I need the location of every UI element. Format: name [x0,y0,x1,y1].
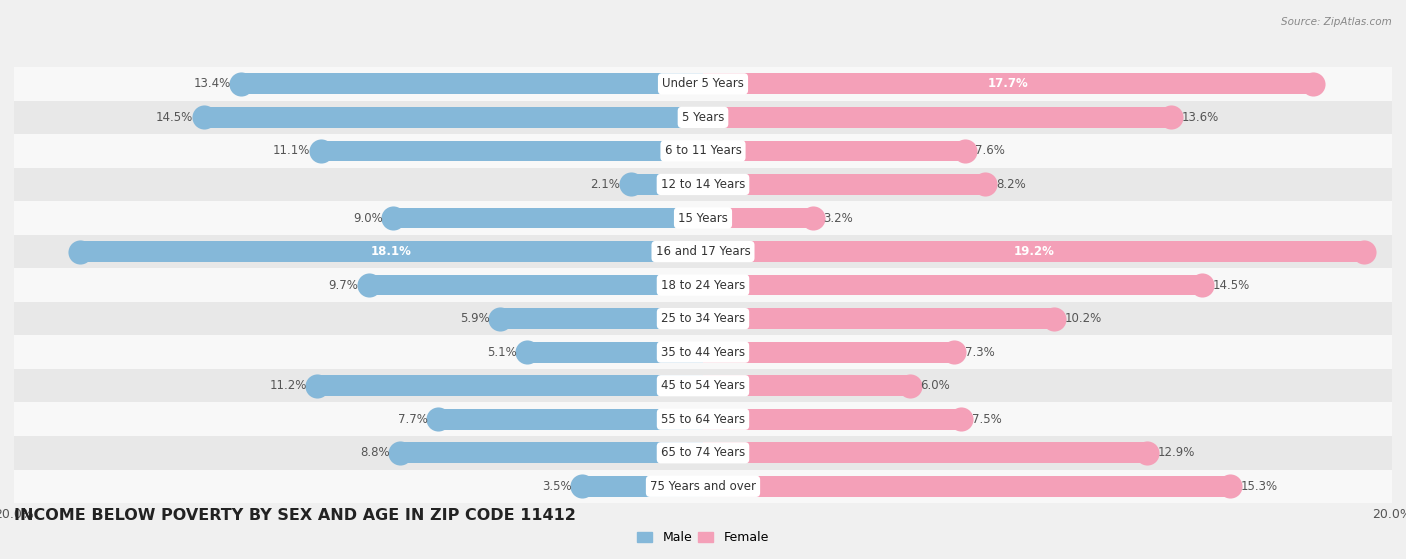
Bar [392,207,703,229]
Bar [703,140,965,162]
Bar [14,402,1392,436]
Text: 19.2%: 19.2% [1014,245,1054,258]
Text: 14.5%: 14.5% [1213,278,1250,292]
Text: 25 to 34 Years: 25 to 34 Years [661,312,745,325]
Bar [14,335,1392,369]
Bar [80,241,703,262]
Bar [399,442,703,463]
Bar [14,436,1392,470]
Bar [14,67,1392,101]
Text: 10.2%: 10.2% [1064,312,1102,325]
Text: 75 Years and over: 75 Years and over [650,480,756,493]
Text: 5.9%: 5.9% [460,312,489,325]
Bar [703,73,1313,94]
Text: 11.1%: 11.1% [273,144,311,158]
Text: 45 to 54 Years: 45 to 54 Years [661,379,745,392]
Text: 6.0%: 6.0% [920,379,950,392]
Text: 18 to 24 Years: 18 to 24 Years [661,278,745,292]
Bar [703,274,1202,296]
Text: 2.1%: 2.1% [591,178,620,191]
Bar [527,342,703,363]
Legend: Male, Female: Male, Female [633,526,773,549]
Text: 13.6%: 13.6% [1182,111,1219,124]
Bar [204,107,703,128]
Bar [14,268,1392,302]
Bar [703,207,813,229]
Text: 8.8%: 8.8% [360,446,389,459]
Bar [703,107,1171,128]
Text: 8.2%: 8.2% [995,178,1025,191]
Text: 7.7%: 7.7% [398,413,427,426]
Text: 3.5%: 3.5% [543,480,572,493]
Bar [14,201,1392,235]
Text: 5 Years: 5 Years [682,111,724,124]
Bar [499,308,703,329]
Text: 17.7%: 17.7% [987,77,1028,91]
Bar [437,409,703,430]
Bar [703,375,910,396]
Text: 7.5%: 7.5% [972,413,1001,426]
Text: Under 5 Years: Under 5 Years [662,77,744,91]
Bar [703,476,1230,497]
Bar [318,375,703,396]
Bar [703,342,955,363]
Text: 9.7%: 9.7% [329,278,359,292]
Text: 11.2%: 11.2% [270,379,307,392]
Bar [14,302,1392,335]
Text: 12.9%: 12.9% [1157,446,1195,459]
Text: 15 Years: 15 Years [678,211,728,225]
Text: 12 to 14 Years: 12 to 14 Years [661,178,745,191]
Bar [14,470,1392,503]
Text: 13.4%: 13.4% [194,77,231,91]
Text: 35 to 44 Years: 35 to 44 Years [661,345,745,359]
Bar [368,274,703,296]
Bar [14,134,1392,168]
Text: Source: ZipAtlas.com: Source: ZipAtlas.com [1281,17,1392,27]
Text: 16 and 17 Years: 16 and 17 Years [655,245,751,258]
Text: 55 to 64 Years: 55 to 64 Years [661,413,745,426]
Text: INCOME BELOW POVERTY BY SEX AND AGE IN ZIP CODE 11412: INCOME BELOW POVERTY BY SEX AND AGE IN Z… [14,508,576,523]
Bar [703,308,1054,329]
Text: 14.5%: 14.5% [156,111,193,124]
Text: 9.0%: 9.0% [353,211,382,225]
Bar [703,174,986,195]
Bar [703,241,1364,262]
Bar [242,73,703,94]
Bar [14,101,1392,134]
Text: 65 to 74 Years: 65 to 74 Years [661,446,745,459]
Text: 6 to 11 Years: 6 to 11 Years [665,144,741,158]
Bar [703,442,1147,463]
Bar [321,140,703,162]
Text: 15.3%: 15.3% [1240,480,1278,493]
Bar [631,174,703,195]
Text: 7.6%: 7.6% [976,144,1005,158]
Bar [582,476,703,497]
Bar [14,369,1392,402]
Bar [14,168,1392,201]
Bar [703,409,962,430]
Text: 3.2%: 3.2% [824,211,853,225]
Text: 5.1%: 5.1% [488,345,517,359]
Text: 7.3%: 7.3% [965,345,994,359]
Text: 18.1%: 18.1% [371,245,412,258]
Bar [14,235,1392,268]
